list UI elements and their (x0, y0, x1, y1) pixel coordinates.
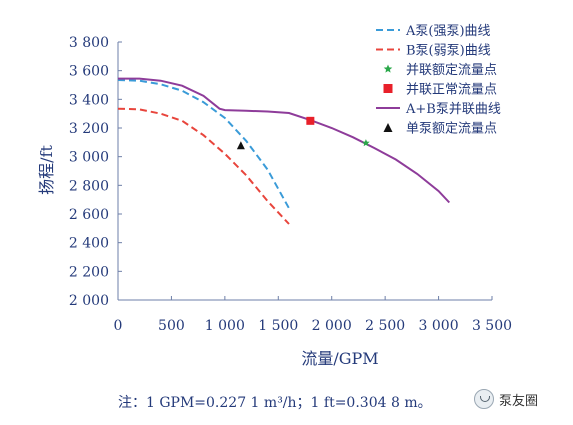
points-layer (236, 116, 370, 150)
x-tick-label: 0 (114, 318, 123, 334)
x-tick-label: 1 000 (205, 318, 245, 334)
legend-label: 并联正常流量点 (406, 83, 497, 98)
y-tick-label: 3 600 (69, 64, 109, 80)
legend-swatch (383, 84, 393, 93)
series-line (118, 77, 451, 204)
legend-label: B泵(弱泵)曲线 (406, 44, 491, 59)
y-tick-label: 2 200 (69, 264, 109, 280)
x-axis-title: 流量/GPM (301, 349, 378, 368)
x-tick-label: 3 500 (472, 318, 512, 334)
y-tick-label: 2 000 (69, 293, 109, 309)
watermark: 泵友圈 (474, 389, 538, 409)
legend-label: 单泵额定流量点 (406, 122, 497, 137)
y-tick-label: 3 800 (69, 35, 109, 51)
axes: 0 500 1 000 1 500 2 000 2 500 3 000 3 500 2 000 2… (69, 35, 512, 334)
y-tick-label: 3 000 (69, 150, 109, 166)
series-line (117, 107, 290, 225)
data-point-marker (236, 141, 245, 150)
legend-swatch (383, 123, 393, 132)
x-tick-label: 2 500 (365, 318, 405, 334)
legend-label: A泵(强泵)曲线 (405, 24, 491, 39)
legend-label: A+B泵并联曲线 (405, 102, 501, 117)
x-tick-label: 3 000 (419, 318, 459, 334)
x-tick-label: 2 000 (312, 318, 352, 334)
data-point-marker (362, 139, 370, 147)
y-tick-label: 3 200 (69, 121, 109, 137)
series-layer (117, 77, 451, 225)
legend-label: 并联额定流量点 (406, 63, 497, 78)
y-tick-label: 2 600 (69, 207, 109, 223)
y-tick-label: 2 800 (69, 178, 109, 194)
y-tick-label: 2 400 (69, 236, 109, 252)
legend-swatch (383, 64, 393, 73)
pump-curve-chart: 0 500 1 000 1 500 2 000 2 500 3 000 3 500 2 000 2… (37, 24, 512, 368)
watermark-label: 泵友圈 (499, 393, 539, 409)
data-point-marker (306, 116, 315, 125)
wechat-icon (474, 389, 494, 409)
unit-note: 注：1 GPM=0.227 1 m³/h；1 ft=0.304 8 m。 (118, 395, 432, 411)
series-line (117, 79, 290, 209)
y-tick-label: 3 400 (69, 92, 109, 108)
x-tick-label: 1 500 (258, 318, 298, 334)
y-axis-title: 扬程/ft (37, 145, 56, 195)
x-tick-label: 500 (158, 318, 185, 334)
